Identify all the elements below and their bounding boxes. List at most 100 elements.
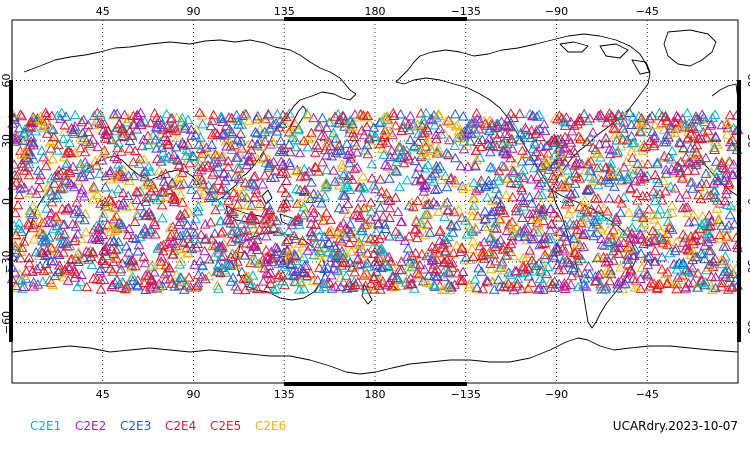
observation-marker [620,267,632,277]
observation-marker [359,183,370,193]
observation-marker [316,130,328,140]
observation-marker [168,191,180,201]
observation-marker [382,160,394,171]
observation-marker [186,243,198,254]
observation-marker [226,128,238,138]
observation-marker [60,160,72,170]
observation-marker [123,170,134,180]
observation-marker [682,157,693,168]
observation-marker [55,231,66,241]
observation-marker [36,247,48,257]
observation-marker [551,113,563,124]
observation-marker [636,262,648,272]
observation-marker [365,278,377,288]
observation-marker [105,222,117,232]
observation-marker [234,227,246,237]
observation-marker [649,119,661,130]
observation-marker [15,183,27,193]
observation-marker [565,203,577,213]
lon-tick-label-bottom: 90 [187,388,201,401]
observation-marker [684,156,696,167]
observation-marker [69,235,80,245]
observation-marker [309,147,321,157]
coastline-greenland [663,29,717,67]
observation-marker [242,199,254,210]
observation-marker [260,113,271,124]
observation-marker [507,167,519,178]
observation-marker [575,207,587,218]
observation-marker [380,223,391,233]
observation-marker [568,145,580,155]
observation-marker [135,107,147,117]
observation-marker [471,282,483,292]
observation-marker [627,111,639,122]
observation-marker [37,276,49,286]
observation-marker [313,262,325,273]
observation-marker [716,277,728,288]
observation-marker [52,145,63,155]
observation-marker [698,111,710,122]
observation-marker [249,191,261,202]
observation-marker [547,170,559,181]
observation-marker [442,205,453,215]
observation-marker [293,238,305,248]
observation-marker [399,235,411,245]
observation-marker [277,270,289,280]
observation-marker [574,173,586,183]
observation-marker [431,254,443,264]
observation-marker [273,269,285,279]
observation-marker [633,204,645,215]
observation-marker [259,169,271,180]
observation-marker [31,188,42,198]
observation-marker [355,225,367,235]
observation-marker [284,146,296,157]
observation-marker [401,273,413,284]
observation-marker [479,118,491,128]
observation-marker [143,270,155,280]
observation-marker [213,175,224,185]
observation-marker [175,210,187,221]
observation-marker [514,108,526,118]
observation-marker [416,173,427,184]
observation-marker [411,232,423,243]
observation-marker [581,206,593,217]
observation-marker [47,279,59,290]
observation-marker [378,149,390,159]
observation-marker [671,160,683,171]
data-stamp: UCARdry.2023-10-07 [613,419,738,433]
observation-marker [310,238,322,248]
observation-marker [648,138,660,148]
observation-marker [205,216,216,227]
observation-marker [568,120,580,130]
observation-marker [433,110,445,120]
observation-marker [142,139,154,150]
observation-marker [642,158,654,169]
observation-marker [280,168,292,178]
observation-marker [64,177,75,187]
observation-marker [706,271,717,281]
observation-marker [99,118,110,129]
observation-marker [428,196,440,207]
observation-marker [302,109,314,120]
observation-marker [360,218,372,229]
observation-marker [140,272,151,283]
legend: C2E1 C2E2 C2E3 C2E4 C2E5 C2E6 [30,419,286,433]
observation-marker [455,160,467,171]
observation-marker [462,161,474,171]
observation-marker [147,259,158,270]
observation-marker [553,264,565,275]
observation-marker [239,250,251,260]
observation-marker [606,167,618,177]
observation-marker [639,172,650,183]
observation-marker [453,132,465,143]
observation-marker [216,183,227,194]
observation-marker [464,278,475,289]
observation-marker [284,247,295,258]
observation-marker [563,134,574,144]
observation-marker [59,219,70,229]
graticule [12,20,738,383]
coastline-north-america [419,33,651,191]
observation-marker [122,229,134,240]
observation-marker [620,278,631,289]
observation-marker [69,109,81,120]
